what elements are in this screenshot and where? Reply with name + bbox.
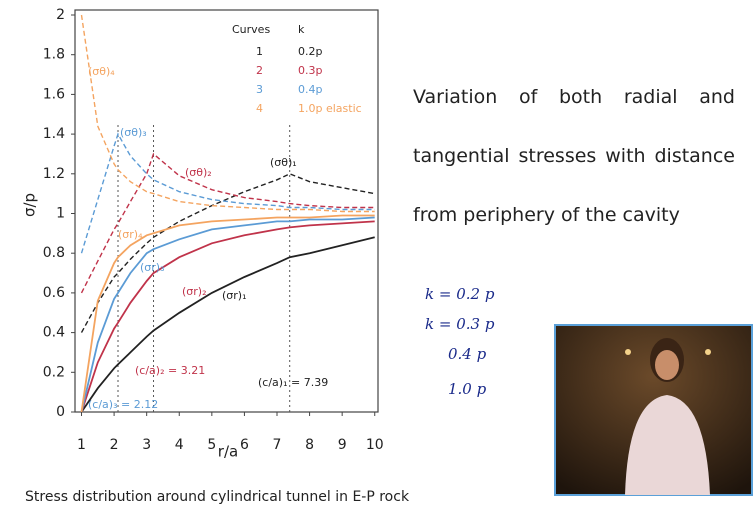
note: k = 0.2 p xyxy=(425,285,495,303)
plot-frame xyxy=(74,9,379,413)
y-tick-label: 0.8 xyxy=(43,245,65,261)
curve-label: (σθ)₂ xyxy=(185,166,212,179)
annotation: (c/a)₃ = 2.12 xyxy=(88,398,158,411)
series-line xyxy=(80,132,375,254)
y-tick-label: 1 xyxy=(56,206,65,222)
legend-entry: 0.2p xyxy=(298,45,322,58)
y-tick-label: 0.6 xyxy=(43,285,65,301)
legend-entry: 4 xyxy=(256,102,263,115)
x-tick-label: 1 xyxy=(77,437,86,453)
series-line xyxy=(80,173,375,333)
x-tick-label: 10 xyxy=(366,437,384,453)
y-tick-label: 1.4 xyxy=(43,126,65,142)
x-axis-label: r/a xyxy=(218,443,238,461)
series-line xyxy=(80,152,375,294)
y-tick-label: 0.2 xyxy=(43,364,65,380)
video-inset xyxy=(554,324,753,496)
x-tick-label: 7 xyxy=(273,437,282,453)
curve-label: (σr)₃ xyxy=(140,261,165,274)
x-tick-label: 4 xyxy=(175,437,184,453)
legend-entry: 0.4p xyxy=(298,83,322,96)
x-tick-label: 8 xyxy=(305,437,314,453)
caption: Stress distribution around cylindrical t… xyxy=(25,489,410,505)
legend-entry: 1 xyxy=(256,45,263,58)
y-tick-label: 2 xyxy=(56,7,65,23)
note: 1.0 p xyxy=(448,380,487,398)
legend-entry: 1.0p elastic xyxy=(298,102,362,115)
y-axis-label: σ/p xyxy=(21,193,39,217)
y-tick-label: 1.8 xyxy=(43,47,65,63)
annotation: (c/a)₁ = 7.39 xyxy=(258,376,328,389)
x-tick-label: 9 xyxy=(338,437,347,453)
x-tick-label: 6 xyxy=(240,437,249,453)
legend-entry: 3 xyxy=(256,83,263,96)
curve-label: (σθ)₁ xyxy=(270,156,297,169)
annotation: (c/a)₂ = 3.21 xyxy=(135,364,205,377)
curve-label: (σr)₁ xyxy=(222,289,247,302)
series-line xyxy=(80,14,375,213)
x-tick-label: 3 xyxy=(142,437,151,453)
note: k = 0.3 p xyxy=(425,315,495,333)
series-line xyxy=(80,236,375,413)
y-tick-label: 0 xyxy=(56,404,65,420)
curve-label: (σr)₂ xyxy=(182,285,207,298)
legend-header: k xyxy=(298,23,305,36)
y-tick-label: 1.2 xyxy=(43,166,65,182)
series-line xyxy=(80,220,375,413)
y-tick-label: 0.4 xyxy=(43,325,65,341)
description: Variation of both radial and tangential … xyxy=(413,86,735,226)
curve-label: (σθ)₄ xyxy=(88,65,115,78)
x-tick-label: 2 xyxy=(110,437,119,453)
legend-header: Curves xyxy=(232,23,270,36)
y-tick-label: 1.6 xyxy=(43,86,65,102)
curve-label: (σr)₄ xyxy=(118,228,143,241)
x-tick-label: 5 xyxy=(207,437,216,453)
legend-entry: 2 xyxy=(256,64,263,77)
legend-entry: 0.3p xyxy=(298,64,322,77)
series-line xyxy=(80,214,375,413)
note: 0.4 p xyxy=(448,345,487,363)
series-line xyxy=(80,216,375,413)
curve-label: (σθ)₃ xyxy=(120,126,147,139)
